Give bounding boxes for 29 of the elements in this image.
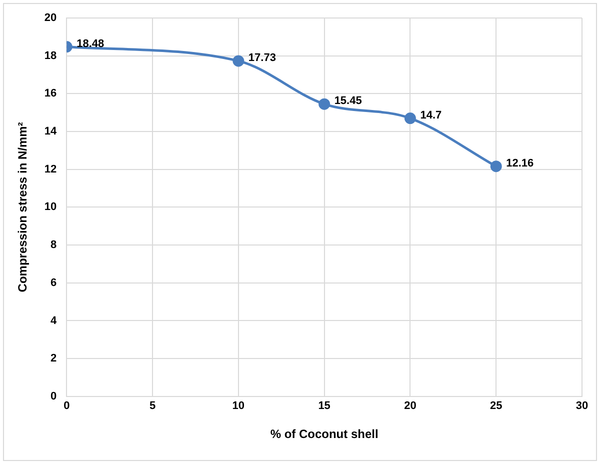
- data-label: 17.73: [248, 52, 276, 64]
- data-label: 15.45: [334, 95, 362, 108]
- x-axis-title: % of Coconut shell: [270, 427, 378, 442]
- data-label: 18.48: [76, 38, 104, 50]
- point: [232, 55, 244, 67]
- data-label: 12.16: [506, 157, 534, 170]
- y-tick-label: 12: [44, 163, 57, 176]
- x-tick-label: 30: [576, 400, 588, 412]
- y-tick-label: 2: [50, 352, 57, 365]
- y-tick-label: 8: [50, 239, 57, 252]
- x-tick-label: 20: [404, 400, 416, 412]
- y-tick-label: 14: [44, 126, 58, 138]
- y-tick-label: 10: [44, 201, 57, 214]
- x-tick-label: 10: [232, 400, 245, 412]
- y-tick-label: 18: [44, 50, 57, 62]
- x-tick-label: 5: [149, 400, 156, 412]
- y-tick-label: 16: [44, 88, 57, 100]
- point: [404, 112, 416, 124]
- x-tick-label: 0: [64, 400, 70, 412]
- y-tick-label: 0: [50, 390, 57, 402]
- data-label: 14.7: [420, 109, 442, 122]
- x-tick-label: 25: [490, 400, 502, 412]
- point: [490, 160, 502, 172]
- y-tick-label: 20: [44, 12, 57, 24]
- y-tick-label: 4: [50, 314, 58, 327]
- point: [318, 98, 330, 110]
- x-tick-label: 15: [318, 400, 330, 412]
- y-tick-label: 6: [50, 276, 57, 289]
- y-axis-title: Compression stress in N/mm²: [16, 122, 30, 292]
